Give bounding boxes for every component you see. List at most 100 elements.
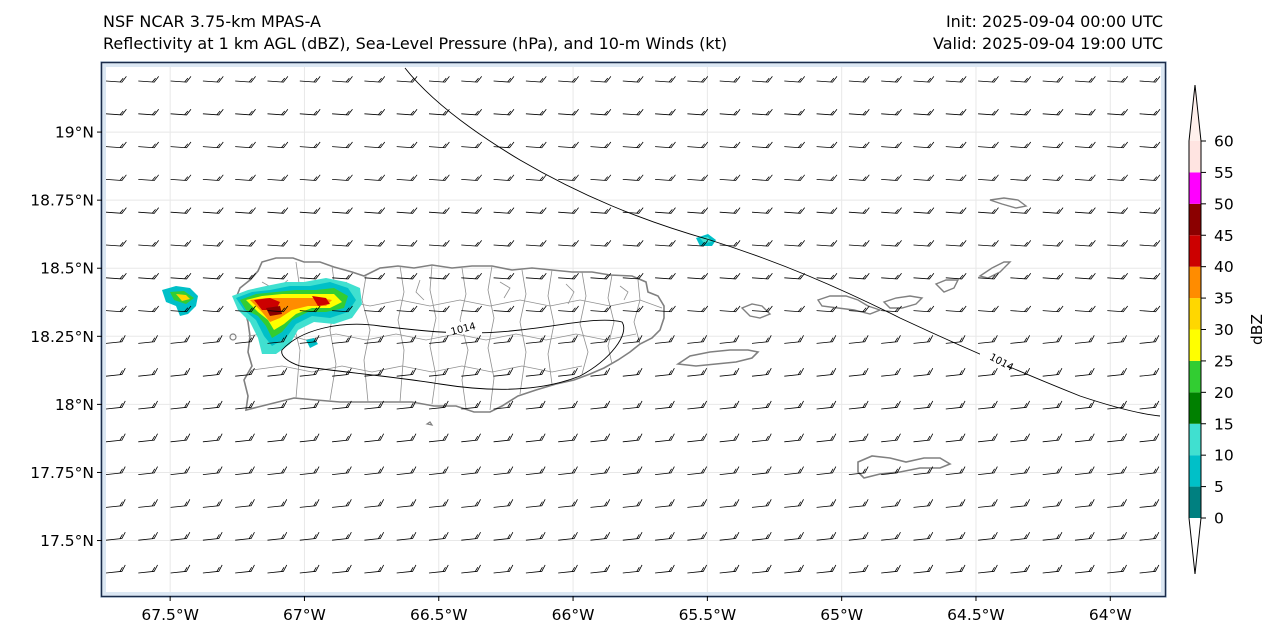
- wind-barb-383: [751, 433, 772, 443]
- wind-barb-388: [913, 433, 934, 443]
- wind-barb-69: [202, 141, 224, 149]
- valid-time: Valid: 2025-09-04 19:00 UTC: [932, 34, 1163, 53]
- wind-barb-369: [299, 433, 320, 443]
- wind-barb-145: [525, 207, 547, 214]
- wind-barb-343: [525, 400, 546, 410]
- wind-barb-345: [590, 400, 611, 410]
- wind-barb-42: [396, 108, 418, 116]
- wind-barb-452: [848, 499, 869, 508]
- wind-barb-129: [1074, 174, 1096, 181]
- wind-barb-404: [364, 466, 385, 475]
- wind-barb-56: [848, 108, 870, 116]
- wind-barb-549: [784, 598, 805, 606]
- wind-barb-204: [299, 272, 321, 280]
- wind-barb-422: [945, 466, 966, 475]
- wind-barb-514: [719, 564, 740, 574]
- wind-barb-142: [428, 207, 450, 214]
- wind-barb-235: [235, 305, 256, 313]
- wind-barb-398: [170, 466, 191, 475]
- wind-barb-233: [170, 305, 192, 313]
- wind-barb-93: [978, 141, 999, 149]
- wind-barb-225: [978, 272, 999, 280]
- wind-barb-288: [881, 335, 901, 344]
- colorbar-label: dBZ: [1248, 314, 1266, 345]
- wind-barb-174: [396, 240, 418, 247]
- wind-barb-459: [1074, 499, 1095, 508]
- wind-barb-499: [235, 564, 255, 574]
- wind-barb-385: [816, 433, 837, 443]
- colorbar-bin-5: [1189, 329, 1201, 361]
- wind-barb-293: [1042, 335, 1063, 344]
- wind-barb-24: [881, 76, 902, 83]
- wind-barb-16: [622, 76, 644, 83]
- wind-barb-244: [525, 305, 547, 313]
- anegada-coastline: [989, 197, 1028, 209]
- wind-barb-513: [687, 564, 708, 574]
- lat-tick-label-1: 18.75°N: [30, 192, 94, 210]
- wind-barb-427: [1107, 466, 1127, 475]
- wind-barb-131: [1139, 174, 1161, 181]
- wind-barb-50: [655, 108, 676, 116]
- wind-barb-308: [461, 367, 481, 377]
- wind-barb-321: [881, 367, 901, 377]
- wind-barb-387: [881, 433, 901, 443]
- wind-barb-545: [654, 598, 675, 606]
- wind-barb-237: [299, 305, 321, 313]
- wind-barb-501: [299, 564, 320, 574]
- wind-barb-386: [848, 433, 869, 443]
- wind-barb-324: [978, 367, 998, 377]
- wind-barb-254: [848, 305, 870, 313]
- colorbar-tick-label-0: 0: [1214, 510, 1224, 528]
- wind-barb-391: [1010, 433, 1031, 443]
- wind-barb-79: [525, 141, 547, 149]
- colorbar-under-extend: [1189, 518, 1201, 574]
- wind-barb-171: [299, 240, 321, 247]
- wind-barb-302: [267, 367, 288, 377]
- wind-barb-550: [816, 598, 837, 606]
- reflectivity-cell-main-peak-east: [312, 296, 330, 306]
- wind-barb-314: [655, 367, 675, 377]
- wind-barb-330: [105, 400, 126, 410]
- wind-barb-132: [105, 207, 127, 214]
- wind-barb-119: [751, 174, 773, 181]
- wind-barb-519: [881, 564, 901, 574]
- wind-barb-510: [590, 564, 611, 574]
- wind-barb-198: [105, 272, 127, 280]
- wind-barb-559: [1107, 598, 1128, 606]
- wind-barb-46: [525, 108, 547, 116]
- wind-barb-355: [913, 400, 934, 410]
- wind-barb-101: [170, 174, 192, 181]
- wind-barb-157: [913, 207, 935, 214]
- wind-barb-193: [1010, 240, 1032, 247]
- wind-barb-322: [913, 367, 934, 377]
- wind-barb-475: [525, 531, 546, 541]
- wind-barb-82: [622, 141, 644, 149]
- wind-barb-33: [105, 108, 127, 116]
- wind-barb-483: [784, 531, 804, 541]
- wind-barb-364: [138, 433, 158, 443]
- wind-barb-396: [105, 466, 126, 475]
- wind-barb-518: [848, 564, 869, 574]
- wind-barb-461: [1139, 499, 1160, 508]
- wind-barb-498: [202, 564, 223, 574]
- wind-barb-406: [428, 466, 449, 475]
- wind-barb-271: [332, 335, 352, 344]
- wind-barb-416: [751, 466, 772, 475]
- isobar-1014-north: [404, 67, 1161, 417]
- wind-barb-557: [1042, 598, 1063, 606]
- wind-barb-340: [428, 400, 449, 410]
- wind-barb-14: [558, 76, 579, 83]
- wind-barb-478: [622, 531, 643, 541]
- colorbar-tick-label-6: 30: [1214, 321, 1234, 339]
- wind-barb-149: [655, 207, 676, 214]
- wind-barb-45: [493, 108, 515, 116]
- culebra-coastline: [740, 303, 772, 319]
- wind-barb-250: [719, 305, 741, 313]
- reflectivity-cell-north-coast-core: [700, 237, 712, 243]
- wind-barb-177: [493, 240, 515, 247]
- wind-barb-253: [816, 305, 838, 313]
- wind-barb-337: [332, 400, 352, 410]
- st-thomas-coastline: [816, 295, 883, 315]
- wind-barb-474: [493, 531, 514, 541]
- wind-barb-105: [299, 174, 321, 181]
